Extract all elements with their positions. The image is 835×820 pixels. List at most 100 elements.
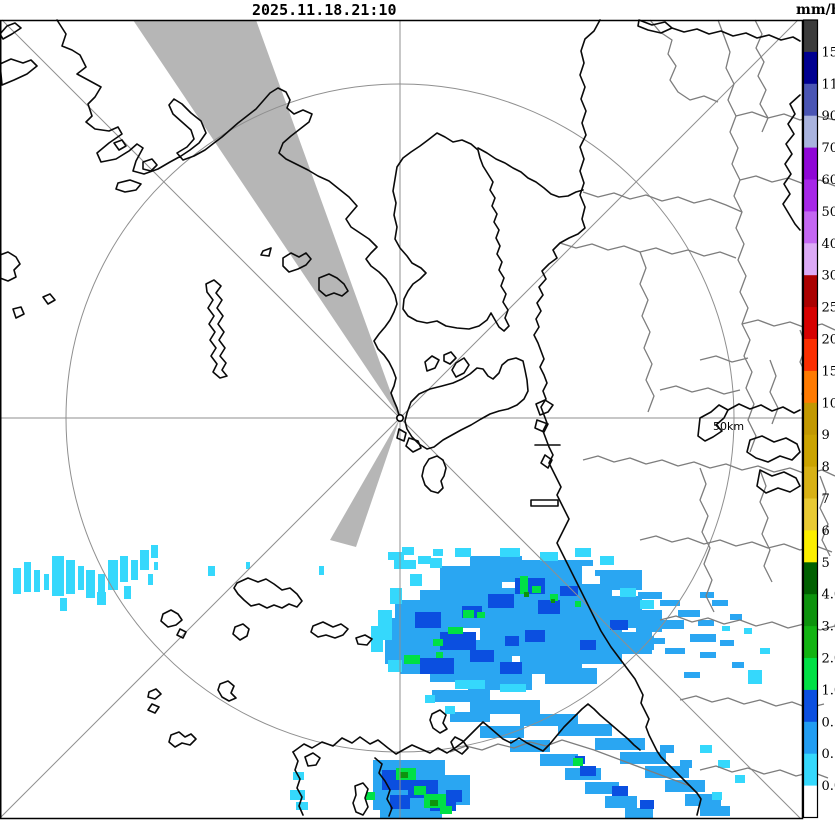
- legend-tick-label: 40: [822, 237, 835, 252]
- coastline-path: [160, 609, 183, 628]
- coastline-path: [396, 428, 407, 442]
- coastline-path: [12, 306, 25, 319]
- echo-rect: [558, 724, 612, 736]
- echo-rect: [446, 790, 462, 802]
- legend-tick-label: 30: [822, 269, 835, 284]
- legend-tick-label: 4.0: [822, 588, 835, 603]
- echo-rect: [433, 549, 443, 556]
- echo-rect: [712, 600, 728, 606]
- coastline-path: [392, 132, 510, 332]
- echo-rect: [440, 806, 452, 814]
- echo-rect: [645, 638, 665, 644]
- coastline-path: [756, 469, 801, 494]
- echo-rect: [520, 714, 578, 726]
- echo-rect: [722, 626, 730, 631]
- coastline-path: [56, 19, 400, 416]
- legend-segment: [803, 626, 818, 659]
- echo-rect: [650, 620, 684, 629]
- coastline-path: [147, 703, 160, 714]
- legend-tick-label: 9: [822, 428, 830, 443]
- echo-rect: [690, 634, 716, 642]
- coastline-path: [535, 399, 554, 416]
- echo-rect: [290, 790, 305, 800]
- echo-rect: [97, 592, 106, 605]
- echo-rect: [388, 552, 404, 560]
- echo-rect: [580, 640, 596, 650]
- range-distance-label: 50km: [713, 420, 744, 433]
- coastline-path: [429, 709, 448, 734]
- echo-rect: [98, 574, 105, 600]
- coastline-path: [260, 247, 272, 257]
- legend-tick-label: 1.0: [822, 683, 835, 698]
- echo-rect: [605, 796, 637, 808]
- echo-rect: [140, 550, 149, 570]
- coastline-path: [352, 782, 369, 816]
- echo-rect: [660, 600, 680, 606]
- echo-rect: [680, 760, 692, 768]
- coastline-path: [115, 179, 142, 193]
- echo-rect: [540, 552, 558, 561]
- legend-segment: [803, 275, 818, 308]
- legend-segment: [803, 115, 818, 149]
- echo-rect: [371, 626, 383, 652]
- echo-rect: [470, 556, 522, 582]
- coastline-path: [697, 404, 729, 442]
- admin-boundary: [659, 385, 741, 395]
- echo-rect: [86, 570, 95, 598]
- echo-rect: [388, 660, 402, 672]
- echo-rect: [665, 648, 685, 654]
- legend-segment: [803, 658, 818, 691]
- echo-rect: [625, 808, 653, 818]
- echo-rect: [720, 640, 734, 646]
- legend-segment: [803, 434, 818, 468]
- echo-rect: [520, 576, 528, 594]
- legend-tick-label: 50: [822, 205, 835, 220]
- legend-segment: [803, 721, 818, 755]
- legend-border: [802, 19, 819, 819]
- precipitation-echo-layer: [13, 545, 770, 818]
- echo-rect: [500, 684, 526, 692]
- echo-rect: [532, 586, 541, 593]
- legend-segment: [803, 83, 818, 117]
- echo-rect: [732, 662, 744, 668]
- coastline-path: [0, 22, 22, 40]
- echo-rect: [718, 760, 730, 768]
- legend-segment: [803, 307, 818, 340]
- echo-rect: [575, 601, 581, 607]
- echo-rect: [52, 556, 64, 596]
- echo-rect: [638, 592, 662, 599]
- coastline-path: [304, 752, 321, 767]
- echo-rect: [595, 738, 645, 750]
- coastline-path: [318, 273, 349, 297]
- echo-rect: [414, 786, 426, 795]
- echo-rect: [455, 680, 485, 689]
- coastline-path: [374, 757, 393, 817]
- admin-boundary: [735, 111, 835, 121]
- legend-tick-label: 150: [822, 45, 835, 60]
- echo-rect: [394, 560, 416, 569]
- echo-rect: [108, 560, 118, 590]
- coastline-path: [671, 27, 801, 42]
- echo-rect: [735, 775, 745, 783]
- coastline-path: [450, 736, 469, 755]
- legend-segment: [803, 498, 818, 531]
- admin-boundary: [819, 475, 831, 557]
- echo-rect: [440, 632, 476, 650]
- echo-rect: [573, 758, 583, 766]
- echo-rect: [500, 662, 522, 674]
- admin-boundary: [639, 535, 833, 553]
- echo-rect: [575, 560, 593, 566]
- echo-rect: [455, 548, 471, 557]
- legend-segment: [803, 179, 818, 212]
- timestamp-label: 2025.11.18.21:10: [252, 1, 397, 19]
- coastline-path: [424, 355, 440, 372]
- coastline-path: [727, 403, 801, 414]
- admin-boundary: [582, 191, 743, 213]
- echo-rect: [430, 558, 442, 568]
- coastline-path: [443, 351, 457, 365]
- echo-rect: [154, 562, 158, 570]
- coastline-path: [405, 437, 422, 453]
- echo-rect: [415, 612, 441, 628]
- echo-rect: [450, 712, 490, 722]
- admin-boundary: [741, 319, 835, 331]
